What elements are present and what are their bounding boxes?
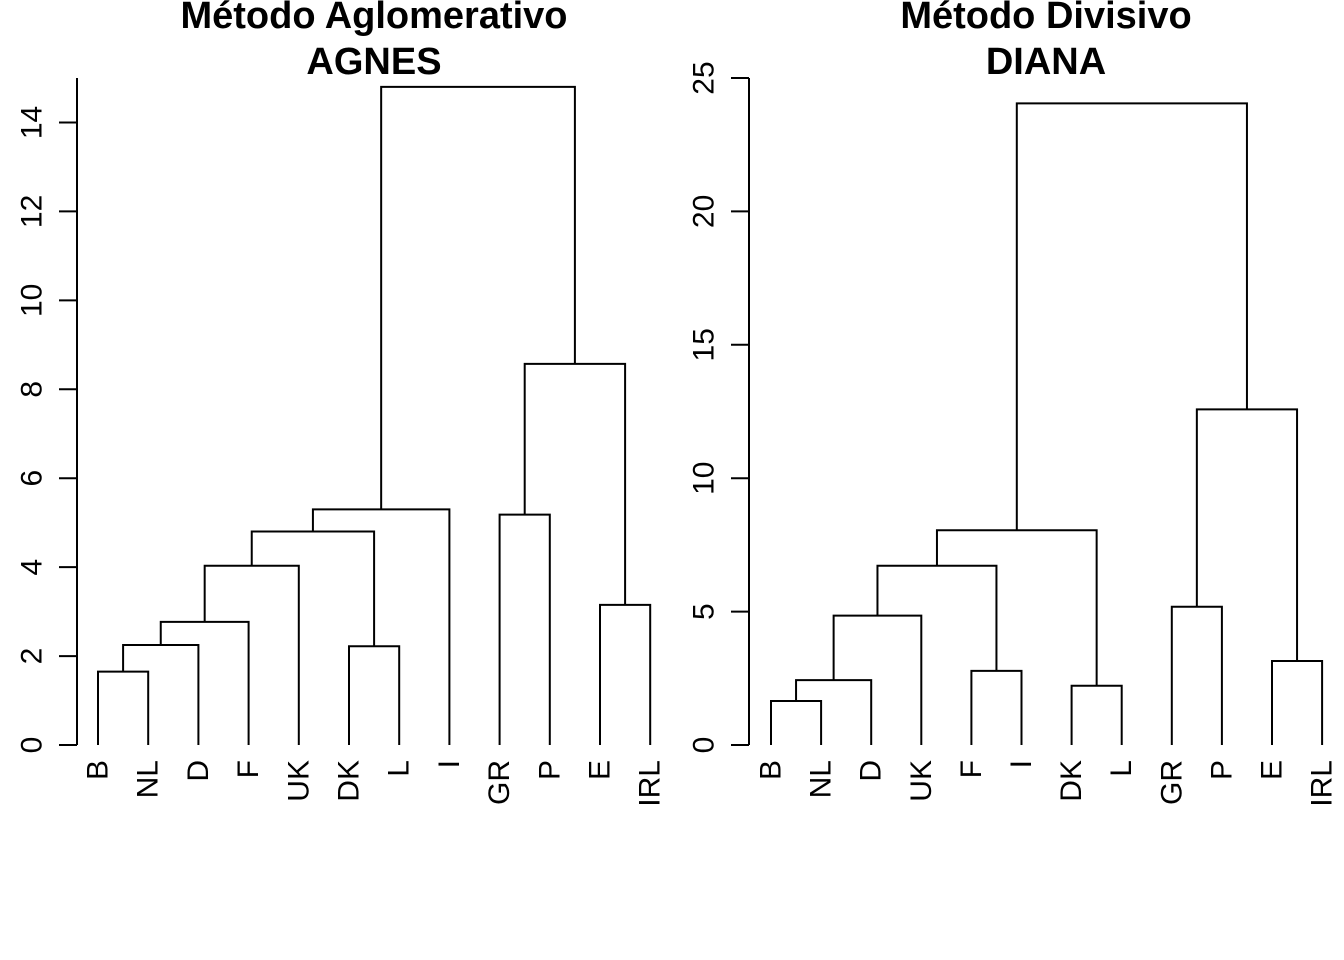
dendrogram-link <box>1170 605 1223 745</box>
dendrogram-link <box>1070 684 1123 745</box>
y-tick-label: 6 <box>16 470 49 487</box>
leaf-label: P <box>533 760 566 780</box>
chart-title: Método Aglomerativo <box>180 0 567 37</box>
leaf-label: GR <box>1155 760 1188 805</box>
leaf-label: F <box>955 760 988 778</box>
leaf-label: IRL <box>1306 760 1339 807</box>
leaf-label: DK <box>1055 760 1088 802</box>
dendrogram-link <box>203 564 300 745</box>
dendrogram-link <box>970 669 1023 745</box>
leaf-label: UK <box>282 760 315 802</box>
dendrogram-link <box>1271 659 1324 745</box>
dendrogram-link <box>599 603 652 745</box>
leaf-label: E <box>1256 760 1289 780</box>
y-tick-label: 0 <box>16 737 49 754</box>
y-tick-label: 2 <box>16 648 49 665</box>
chart-subtitle: DIANA <box>986 41 1106 83</box>
leaf-label: UK <box>905 760 938 802</box>
leaf-label: IRL <box>634 760 667 807</box>
leaf-label: B <box>755 760 788 780</box>
dendrogram-link <box>159 620 250 745</box>
dendrogram-link <box>380 85 576 510</box>
leaf-label: D <box>182 760 215 782</box>
leaf-label: NL <box>805 760 838 798</box>
dendrogram-link <box>795 679 873 745</box>
dendrogram-link <box>935 529 1098 686</box>
leaf-label: D <box>855 760 888 782</box>
dendrogram-link <box>770 699 823 745</box>
leaf-label: B <box>82 760 115 780</box>
leaf-label: L <box>1105 760 1138 777</box>
leaf-label: I <box>433 760 466 768</box>
chart-title: Método Divisivo <box>900 0 1191 37</box>
diana-dendrogram-panel: Método Divisivo DIANA 0 5 10 15 20 25 B NL D UK F I DK… <box>688 0 1339 807</box>
agnes-dendrogram-panel: Método Aglomerativo AGNES 0 2 4 6 8 10 12 14 B NL D F… <box>16 0 667 807</box>
leaf-label: F <box>232 760 265 778</box>
dendrogram-link <box>97 670 150 745</box>
dendrogram-link <box>1195 408 1299 661</box>
y-tick-label: 10 <box>688 462 721 495</box>
dendrogram-link <box>523 362 627 605</box>
y-tick-label: 10 <box>16 284 49 317</box>
chart-subtitle: AGNES <box>306 41 441 83</box>
y-tick-label: 20 <box>688 195 721 228</box>
y-tick-label: 5 <box>688 603 721 620</box>
dendrogram-link <box>498 513 551 745</box>
y-tick-label: 8 <box>16 381 49 398</box>
y-tick-label: 25 <box>688 61 721 94</box>
y-tick-label: 15 <box>688 328 721 361</box>
y-tick-label: 4 <box>16 559 49 576</box>
dendrogram-link <box>250 530 376 647</box>
y-tick-label: 12 <box>16 195 49 228</box>
y-tick-label: 14 <box>16 106 49 139</box>
leaf-label: P <box>1205 760 1238 780</box>
dendrogram-link <box>122 643 200 745</box>
leaf-label: E <box>584 760 617 780</box>
leaf-label: DK <box>333 760 366 802</box>
leaf-label: GR <box>483 760 516 805</box>
dendrogram-link <box>348 645 401 745</box>
leaf-label: L <box>383 760 416 777</box>
dendrogram-link <box>311 508 451 745</box>
leaf-label: NL <box>132 760 165 798</box>
dendrogram-link <box>1015 102 1248 531</box>
leaf-label: I <box>1005 760 1038 768</box>
y-tick-label: 0 <box>688 737 721 754</box>
dendrogram-link <box>876 564 998 671</box>
